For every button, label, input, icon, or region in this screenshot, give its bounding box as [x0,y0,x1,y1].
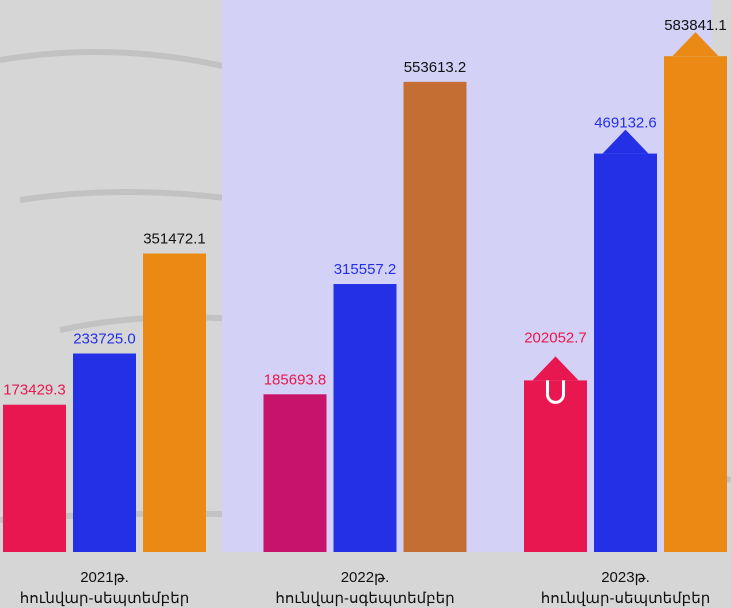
value-label: 469132.6 [594,115,657,132]
arrow-shaft [546,380,565,404]
value-label: 233725.0 [73,330,136,347]
x-tick-sublabel: հունվար-սեպտեմբեր [20,590,189,607]
increase-arrow [532,356,579,381]
increase-arrow [602,129,649,154]
bar [594,153,657,553]
value-label: 351472.1 [143,230,206,247]
value-label: 173429.3 [3,382,66,399]
value-label: 583841.1 [664,17,727,34]
bar [143,253,206,552]
bar [333,284,397,552]
value-label: 315557.2 [334,261,397,278]
bar [73,353,136,552]
bar [403,81,467,552]
bar [664,56,727,552]
increase-arrow [672,32,719,57]
value-label: 185693.8 [264,371,327,388]
x-tick-sublabel: հունվար-սգեպտեմբեր [275,590,454,607]
x-tick-label: 2021թ. [80,569,129,586]
value-label: 202052.7 [524,329,587,346]
x-tick-label: 2022թ. [341,569,390,586]
x-tick-label: 2023թ. [601,569,650,586]
bar [263,394,327,552]
value-label: 553613.2 [404,59,467,76]
bar [3,404,66,552]
x-tick-sublabel: հունվար-սեպտեմբեր [541,590,710,607]
bar [524,380,587,552]
